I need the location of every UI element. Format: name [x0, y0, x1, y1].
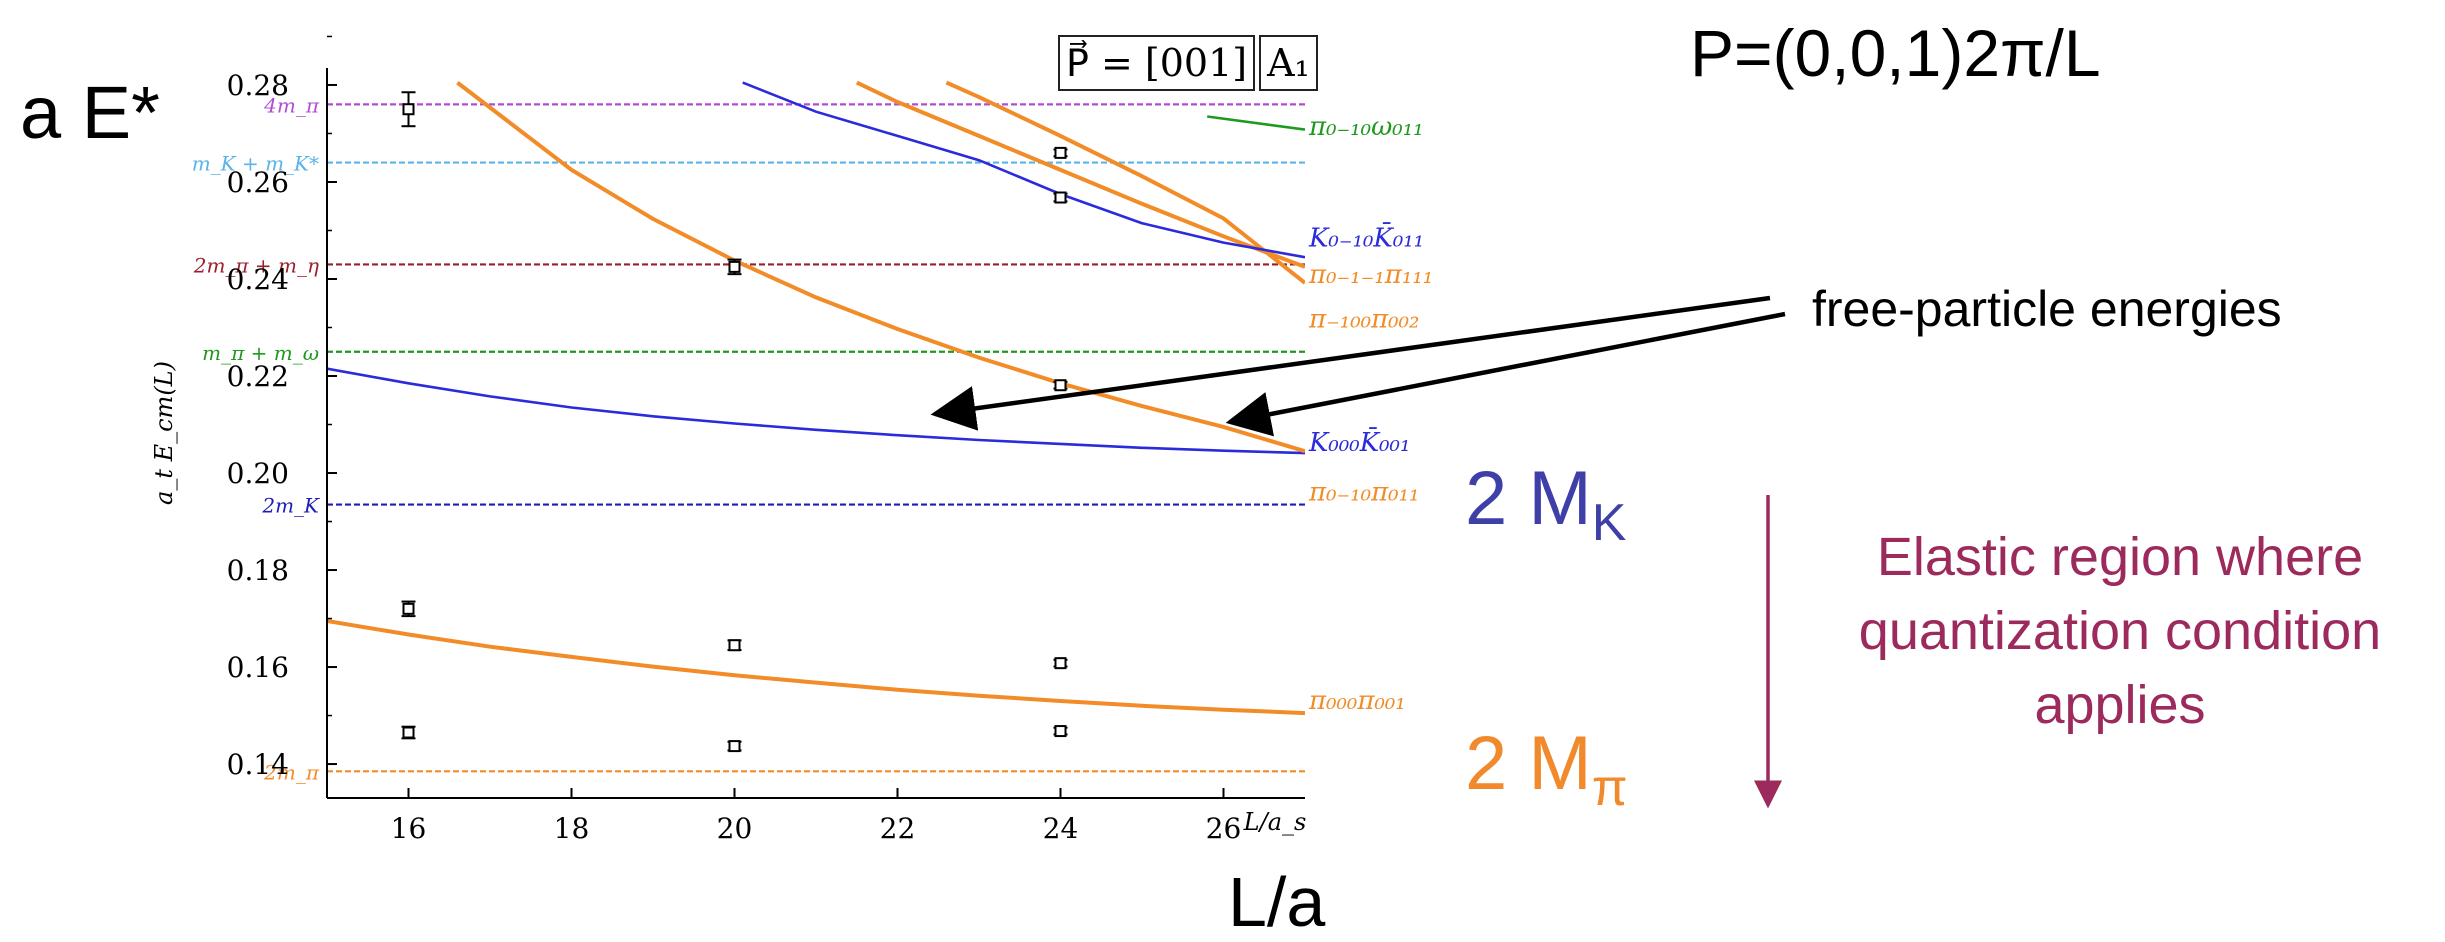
x-tick-label: 20: [717, 812, 753, 845]
series-curve: [327, 367, 1305, 455]
threshold-label: 2m_π + m_η: [193, 253, 319, 277]
data-point: [1054, 725, 1067, 738]
data-point: [402, 103, 415, 116]
two-mpi-label: 2 Mπ: [1465, 720, 1628, 818]
free-arrow-blue: [930, 295, 1771, 431]
threshold-label: 4m_π: [263, 93, 320, 117]
x-tick-label: 26: [1206, 812, 1242, 845]
elastic-line-2: quantization condition: [1858, 601, 2382, 661]
data-point: [728, 260, 741, 273]
data-point: [728, 740, 741, 753]
irrep-label: A₁: [1259, 35, 1318, 91]
two-mpi-sub: π: [1591, 759, 1628, 818]
x-tick-label: 18: [554, 812, 590, 845]
elastic-region-label: Elastic region where quantization condit…: [1800, 520, 2440, 742]
series-label: π₀₋₁₋₁π₁₁₁: [1308, 260, 1433, 290]
y-tick-label: 0.14: [227, 748, 289, 781]
series-curve: [742, 81, 1305, 259]
series-curve: [456, 81, 1305, 454]
two-mk-sub: K: [1591, 494, 1627, 553]
y-tick-label: 0.24: [227, 263, 289, 296]
two-mk-main: 2 M: [1465, 456, 1592, 541]
series-label: π₀₀₀π₀₀₁: [1308, 686, 1406, 716]
momentum-box: P⃗ = [001]: [1058, 35, 1256, 91]
series-label: π₀₋₁₀π₀₁₁: [1308, 478, 1419, 508]
threshold-label: m_π + m_ω: [202, 341, 319, 365]
x-tick-label: 22: [880, 812, 916, 845]
series-label: π₀₋₁₀ω₀₁₁: [1308, 112, 1424, 142]
curves-group: [327, 80, 1305, 716]
free-particle-label: free-particle energies: [1812, 281, 2282, 337]
data-point: [1054, 146, 1067, 159]
threshold-label: 2m_π: [263, 760, 320, 784]
y-heading: a E*: [20, 71, 160, 154]
y-tick-label: 0.22: [227, 360, 289, 393]
y-tick-label: 0.28: [227, 69, 289, 102]
irrep-box: P⃗ = [001] A₁: [1058, 35, 1322, 93]
series-curve: [855, 80, 1305, 269]
data-point: [728, 639, 741, 652]
data-point: [1054, 657, 1067, 670]
series-label: K₀₀₀K̄₀₀₁: [1308, 426, 1410, 458]
data-point: [402, 726, 415, 739]
threshold-label: 2m_K: [261, 494, 320, 518]
series-curve: [327, 619, 1305, 716]
momentum-title: P=(0,0,1)2π/L: [1690, 16, 2101, 90]
series-label: K₀₋₁₀K̄₀₁₁: [1308, 222, 1424, 254]
elastic-line-1: Elastic region where: [1876, 527, 2364, 587]
data-point: [402, 602, 415, 615]
x-tick-label: 16: [391, 812, 427, 845]
two-mpi-main: 2 M: [1465, 721, 1592, 806]
x-axis-label: L/a_s: [1243, 808, 1307, 836]
data-point: [1054, 379, 1067, 392]
free-arrow-orange: [1225, 311, 1786, 437]
x-tick-label: 24: [1043, 812, 1079, 845]
data-point: [1054, 191, 1067, 204]
series-curve: [945, 80, 1305, 285]
series-label: π₋₁₀₀π₀₀₂: [1308, 304, 1419, 334]
two-mk-label: 2 MK: [1465, 455, 1626, 553]
y-tick-label: 0.16: [227, 651, 289, 684]
x-heading: L/a: [1228, 863, 1326, 941]
y-tick-label: 0.18: [227, 554, 289, 587]
y-tick-label: 0.20: [227, 457, 289, 490]
threshold-label: m_K + m_K*: [192, 152, 319, 176]
y-axis-label: a_t E_cm(L): [150, 361, 178, 505]
series-curve: [1207, 115, 1305, 131]
elastic-line-3: applies: [2034, 675, 2206, 735]
y-tick-label: 0.26: [227, 166, 289, 199]
